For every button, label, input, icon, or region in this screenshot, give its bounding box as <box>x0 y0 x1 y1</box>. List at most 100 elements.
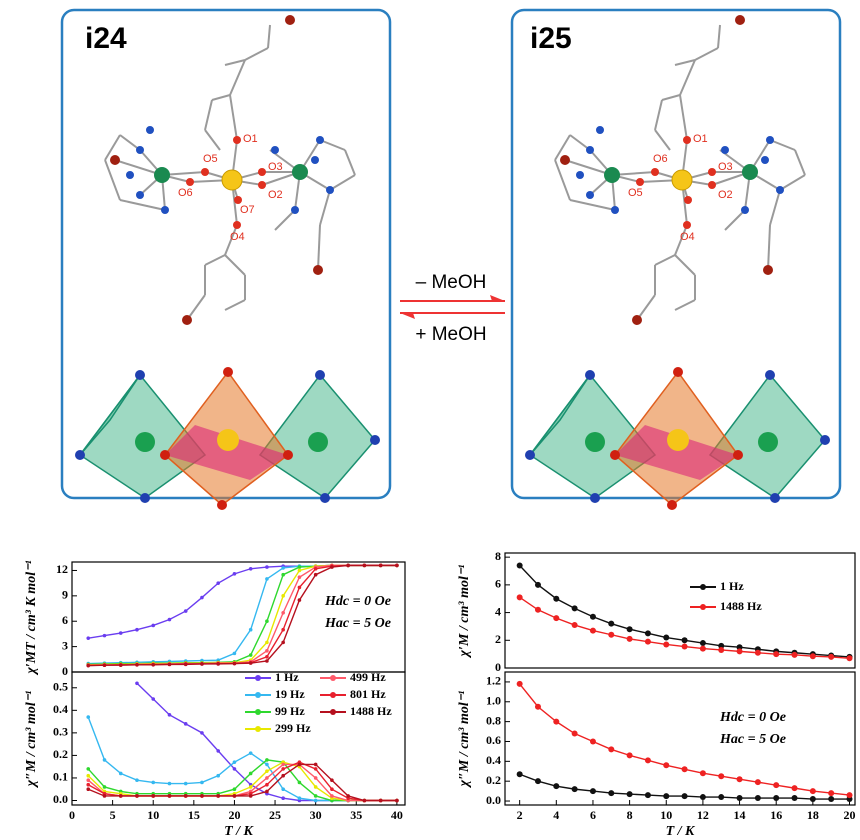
data-point <box>233 572 237 576</box>
y-axis-title: χ″M / cm³ mol⁻¹ <box>24 691 39 789</box>
atom-label: O2 <box>268 189 283 201</box>
nitrogen-atom <box>596 126 604 134</box>
data-point <box>265 769 269 773</box>
data-point <box>828 790 834 796</box>
data-point <box>168 618 172 622</box>
y-tick-label: 12 <box>56 562 68 576</box>
nitrogen-atom <box>770 493 780 503</box>
bond <box>245 48 268 60</box>
bond <box>212 95 230 100</box>
data-point <box>847 655 853 661</box>
nitrogen-atom <box>741 206 749 214</box>
arrow-head <box>490 295 505 301</box>
data-point <box>135 628 139 632</box>
bromine-atom <box>763 265 773 275</box>
data-point <box>346 794 350 798</box>
data-point <box>281 774 285 778</box>
nitrogen-atom <box>370 435 380 445</box>
data-point <box>314 567 318 571</box>
legend-label: 1 Hz <box>720 579 744 593</box>
data-point <box>119 631 123 635</box>
oxygen-atom <box>651 168 659 176</box>
data-point <box>216 662 220 666</box>
bond <box>718 25 720 48</box>
nitrogen-atom <box>161 206 169 214</box>
data-point <box>86 783 90 787</box>
y-tick-label: 0.4 <box>53 702 68 716</box>
data-point <box>103 634 107 638</box>
legend-label: 801 Hz <box>350 687 386 701</box>
data-point <box>572 605 578 611</box>
bond <box>120 200 165 210</box>
nitrogen-atom <box>576 171 584 179</box>
nitrogen-atom <box>311 156 319 164</box>
x-tick-label: 40 <box>391 808 403 822</box>
data-point <box>517 681 523 687</box>
legend-label: 299 Hz <box>275 721 311 735</box>
oxygen-atom <box>683 221 691 229</box>
data-point <box>233 652 237 656</box>
data-point <box>200 781 204 785</box>
dysprosium-atom <box>217 429 239 451</box>
data-point <box>298 575 302 579</box>
legend-marker <box>330 675 336 681</box>
data-point <box>590 628 596 634</box>
bond <box>105 160 120 200</box>
bond <box>780 175 805 190</box>
nitrogen-atom <box>326 186 334 194</box>
data-point <box>249 772 253 776</box>
data-point <box>103 785 107 789</box>
bond <box>768 225 770 270</box>
series-line <box>88 717 397 800</box>
bond <box>320 140 345 150</box>
bromine-atom <box>735 15 745 25</box>
y-axis-title: χ′MT / cm³ K mol⁻¹ <box>24 560 39 675</box>
atom-label: O4 <box>680 231 695 243</box>
bromine-atom <box>182 315 192 325</box>
data-point <box>281 763 285 767</box>
data-point <box>135 681 139 685</box>
oxygen-atom <box>673 367 683 377</box>
data-point <box>379 564 383 568</box>
atom-label: O7 <box>240 204 255 216</box>
data-point <box>265 619 269 623</box>
bond <box>205 100 212 130</box>
data-point <box>314 794 318 798</box>
data-point <box>135 663 139 667</box>
data-point <box>737 795 743 801</box>
bond <box>680 60 695 95</box>
data-point <box>379 799 383 803</box>
bond <box>320 190 330 225</box>
y-tick-label: 0.1 <box>53 770 68 784</box>
bond <box>675 60 695 65</box>
atom-label: O6 <box>653 153 668 165</box>
x-tick-label: 30 <box>310 808 322 822</box>
x-tick-label: 15 <box>188 808 200 822</box>
data-point <box>168 663 172 667</box>
data-point <box>86 774 90 778</box>
data-point <box>233 767 237 771</box>
data-point <box>119 794 123 798</box>
data-point <box>86 715 90 719</box>
data-point <box>663 641 669 647</box>
plot-frame <box>505 553 855 668</box>
data-point <box>755 779 761 785</box>
data-point <box>168 713 172 717</box>
data-point <box>233 794 237 798</box>
oxygen-atom <box>667 500 677 510</box>
bond <box>675 255 695 275</box>
x-tick-label: 4 <box>553 808 559 822</box>
data-point <box>608 632 614 638</box>
annotation: Hac = 5 Oe <box>324 616 391 631</box>
bond <box>225 255 245 275</box>
data-point <box>200 731 204 735</box>
legend-marker <box>700 584 706 590</box>
data-point <box>663 762 669 768</box>
x-tick-label: 10 <box>147 808 159 822</box>
data-point <box>828 654 834 660</box>
data-point <box>682 644 688 650</box>
data-point <box>298 781 302 785</box>
data-point <box>249 661 253 665</box>
data-point <box>184 609 188 613</box>
oxygen-atom <box>684 196 692 204</box>
